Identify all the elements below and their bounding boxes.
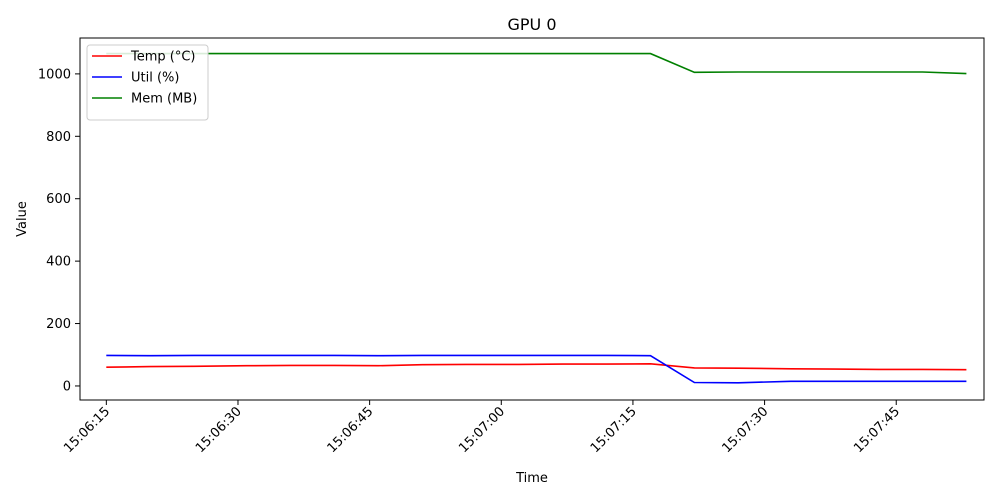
y-tick-label-2: 400 — [46, 255, 71, 270]
x-tick-label-5: 15:07:30 — [720, 404, 772, 456]
chart-title: GPU 0 — [507, 15, 556, 34]
y-tick-label-3: 600 — [46, 192, 71, 207]
y-tick-label-1: 200 — [46, 317, 71, 332]
y-tick-label-4: 800 — [46, 130, 71, 145]
x-tick-label-3: 15:07:00 — [456, 404, 508, 456]
x-axis-label: Time — [515, 471, 548, 486]
y-tick-label-0: 0 — [63, 379, 71, 394]
legend-label-2: Mem (MB) — [131, 92, 197, 107]
y-axis: 0 200 400 600 800 1000 — [38, 67, 80, 394]
x-tick-label-0: 15:06:15 — [61, 404, 113, 456]
y-axis-label: Value — [15, 201, 30, 237]
series-layer — [106, 52, 967, 384]
series-line-0 — [106, 362, 967, 371]
legend-box — [86, 44, 209, 121]
x-tick-label-4: 15:07:15 — [588, 404, 640, 456]
series-line-2 — [106, 52, 967, 75]
x-tick-label-2: 15:06:45 — [325, 404, 377, 456]
x-tick-label-6: 15:07:45 — [851, 404, 903, 456]
y-tick-label-5: 1000 — [38, 67, 71, 82]
legend: Temp (°C) Util (%) Mem (MB) — [86, 44, 209, 121]
x-tick-label-1: 15:06:30 — [193, 404, 245, 456]
x-axis: 15:06:15 15:06:30 15:06:45 15:07:00 15:07:15… — [61, 400, 903, 456]
plot-frame — [79, 37, 985, 401]
legend-label-1: Util (%) — [131, 71, 179, 86]
series-line-1 — [106, 354, 967, 384]
legend-label-0: Temp (°C) — [130, 50, 196, 65]
